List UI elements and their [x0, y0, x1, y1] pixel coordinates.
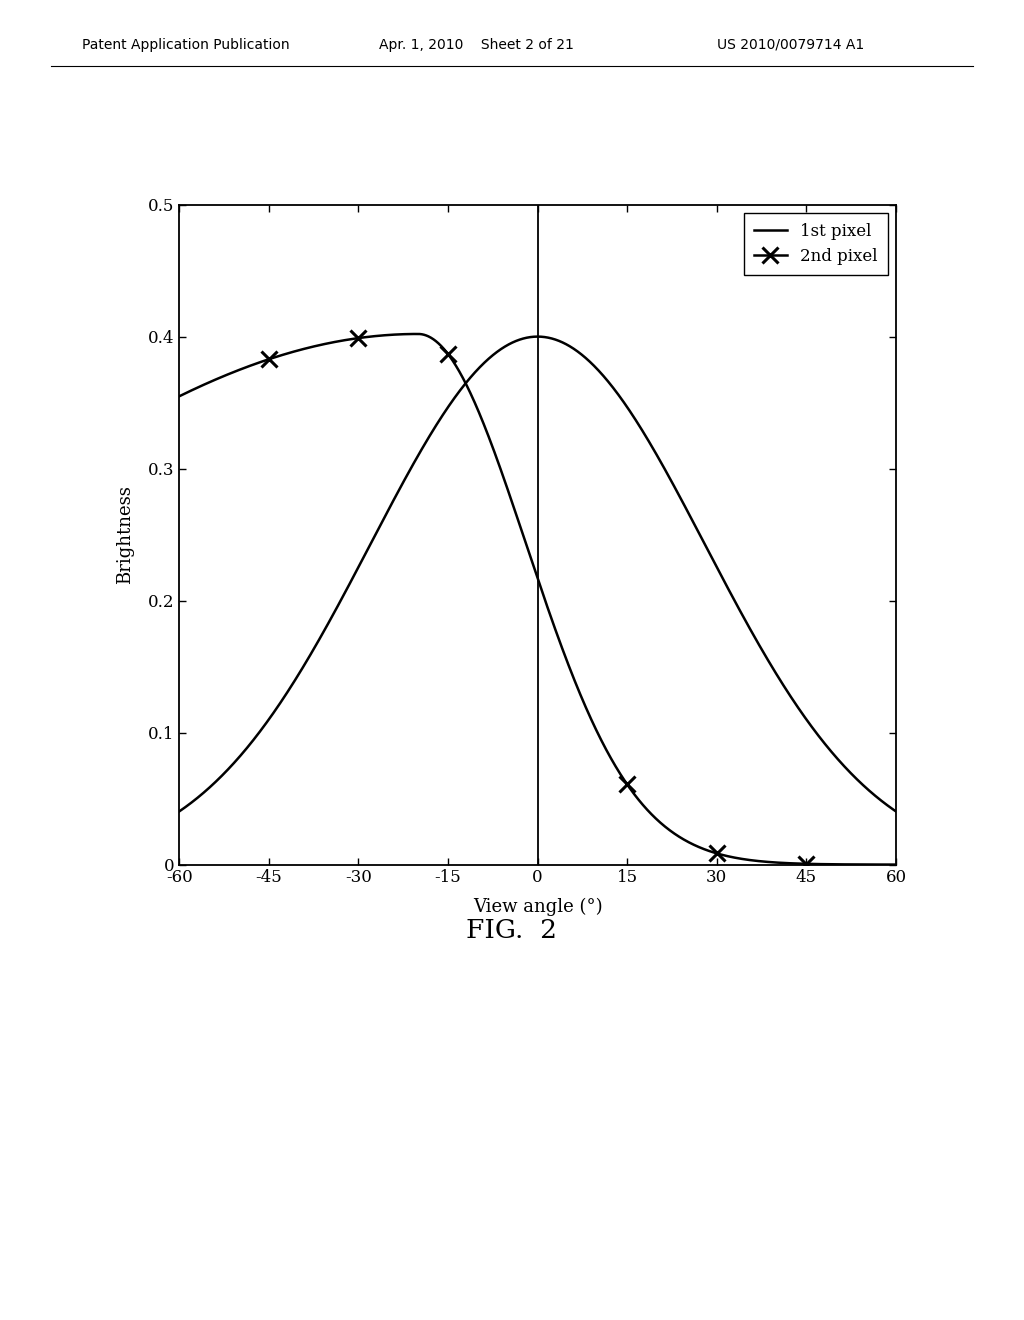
X-axis label: View angle (°): View angle (°) [473, 898, 602, 916]
Line: 1st pixel: 1st pixel [179, 337, 896, 812]
1st pixel [521, 330, 534, 346]
1st pixel [890, 804, 902, 820]
1st pixel [173, 804, 185, 820]
1st pixel [738, 610, 751, 626]
1st pixel [869, 788, 882, 804]
Text: Patent Application Publication: Patent Application Publication [82, 38, 290, 51]
Text: Apr. 1, 2010    Sheet 2 of 21: Apr. 1, 2010 Sheet 2 of 21 [379, 38, 573, 51]
Legend: 1st pixel, 2nd pixel: 1st pixel, 2nd pixel [743, 213, 888, 276]
Y-axis label: Brightness: Brightness [116, 486, 134, 583]
1st pixel [869, 788, 882, 804]
1st pixel [531, 329, 544, 345]
1st pixel [503, 337, 515, 352]
1st pixel [210, 774, 222, 789]
Text: FIG.  2: FIG. 2 [467, 919, 557, 942]
Text: US 2010/0079714 A1: US 2010/0079714 A1 [717, 38, 864, 51]
